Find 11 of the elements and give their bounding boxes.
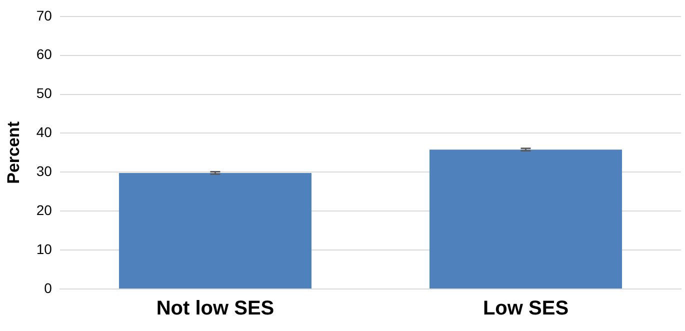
- y-tick-label: 20: [36, 202, 52, 218]
- y-tick-label: 70: [36, 7, 52, 24]
- y-axis-title: Percent: [4, 121, 23, 184]
- y-tick-label: 50: [36, 85, 52, 102]
- y-tick-label: 40: [36, 124, 52, 140]
- x-tick-label: Low SES: [482, 298, 569, 320]
- y-tick-label: 60: [36, 46, 52, 62]
- y-tick-label: 0: [44, 280, 52, 296]
- y-tick-label: 10: [36, 240, 52, 257]
- x-tick-label: Not low SES: [156, 298, 274, 320]
- y-tick-label: 30: [36, 163, 52, 180]
